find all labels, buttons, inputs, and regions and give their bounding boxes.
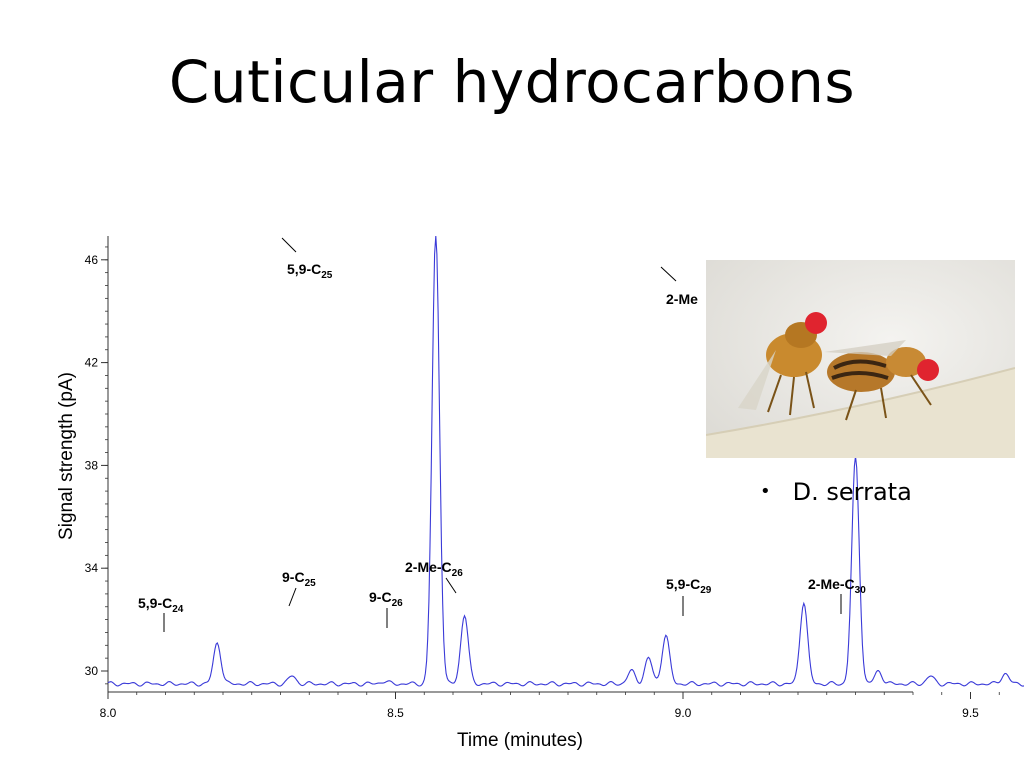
peak-leader-line <box>660 266 677 282</box>
y-tick-label: 42 <box>85 356 99 370</box>
peak-label-subscript: 25 <box>321 270 333 281</box>
peak-label-subscript: 25 <box>305 578 317 589</box>
x-tick-label: 9.0 <box>675 706 692 720</box>
y-axis-label: Signal strength (pA) <box>56 372 77 540</box>
x-tick-label: 8.5 <box>387 706 404 720</box>
peak-label-subscript: 30 <box>855 585 867 596</box>
peak-label: 5,9-C25 <box>287 261 333 281</box>
peak-label: 2-Me-C30 <box>808 576 866 596</box>
peak-leader-line <box>281 237 297 253</box>
peak-label-main: 2-Me-C <box>405 559 452 575</box>
species-bullet: • D. serrata <box>760 478 912 506</box>
peak-leader-line <box>445 577 457 594</box>
y-tick-label: 46 <box>85 253 99 267</box>
peak-label-subscript: 26 <box>392 598 404 609</box>
y-tick-label: 34 <box>85 561 99 575</box>
peak-label: 2-Me <box>666 291 698 307</box>
peak-label-main: 5,9-C <box>666 576 700 592</box>
signal-trace <box>107 235 1024 687</box>
peak-label-subscript: 29 <box>700 585 712 596</box>
peak-label-subscript: 24 <box>172 604 184 615</box>
species-label: D. serrata <box>792 478 912 506</box>
x-tick-label: 8.0 <box>100 706 117 720</box>
peak-label: 9-C25 <box>282 569 316 589</box>
peak-label: 9-C26 <box>369 589 403 609</box>
fly-photo <box>705 260 1016 458</box>
peak-label-main: 9-C <box>369 589 392 605</box>
x-axis-label: Time (minutes) <box>457 730 583 751</box>
peak-label-main: 2-Me <box>666 291 698 307</box>
y-tick-label: 30 <box>85 664 99 678</box>
x-tick-label: 9.5 <box>962 706 979 720</box>
peak-labels: 5,9-C245,9-C259-C259-C262-Me-C262-Me5,9-… <box>138 237 866 632</box>
peak-label: 5,9-C29 <box>666 576 712 596</box>
peak-label-main: 2-Me-C <box>808 576 855 592</box>
bullet-dot: • <box>760 481 771 502</box>
peak-label-subscript: 26 <box>452 568 464 579</box>
peak-label: 5,9-C24 <box>138 595 184 615</box>
y-tick-label: 38 <box>85 458 99 472</box>
slide-title: Cuticular hydrocarbons <box>168 48 856 116</box>
peak-leader-line <box>288 587 297 607</box>
peak-label: 2-Me-C26 <box>405 559 463 579</box>
peak-label-main: 5,9-C <box>138 595 172 611</box>
peak-label-main: 9-C <box>282 569 305 585</box>
peak-label-main: 5,9-C <box>287 261 321 277</box>
